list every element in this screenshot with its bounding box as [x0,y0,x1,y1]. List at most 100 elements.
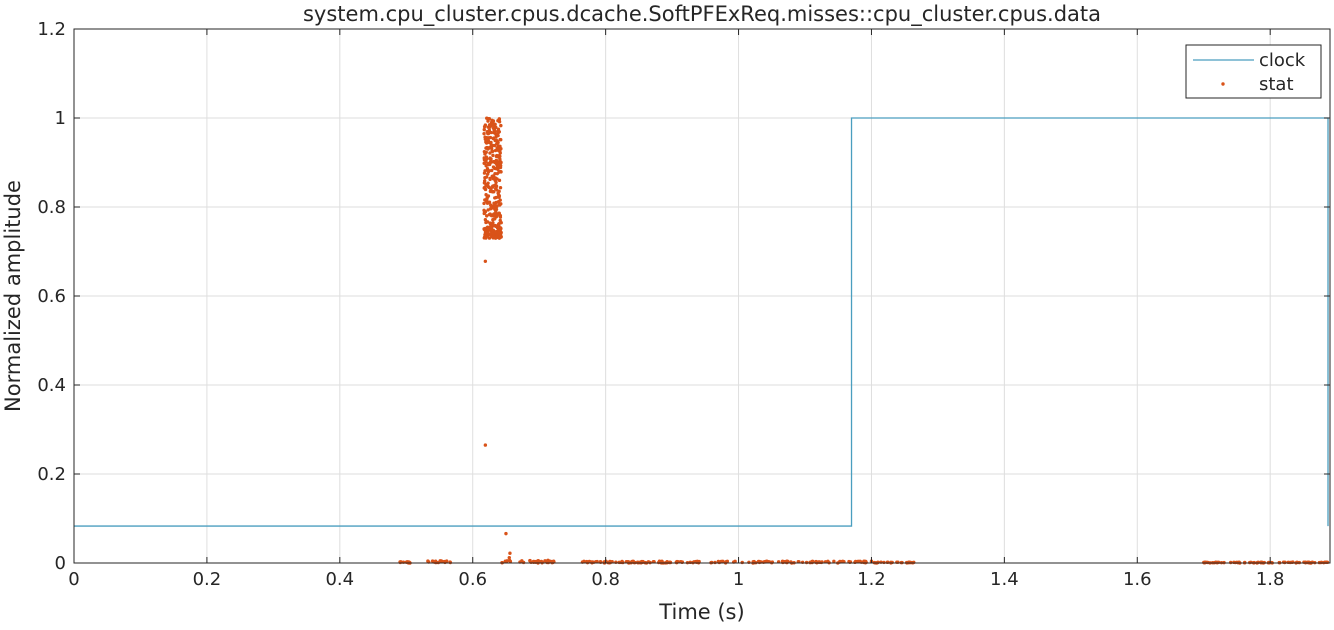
stat-point [505,559,509,563]
stat-point [1286,560,1291,565]
stat-point [485,220,490,224]
stat-point [497,148,501,152]
stat-point [487,169,491,173]
stat-point [492,136,496,140]
y-tick-label: 0.8 [37,197,66,218]
stat-point [785,559,790,564]
stat-point [885,560,890,565]
stat-point [482,201,486,206]
stat-point [482,227,486,231]
stat-point [495,165,500,169]
stat-point [485,116,489,120]
stat-point [660,559,664,564]
stat-point [497,195,501,199]
y-axis-label: Normalized amplitude [1,180,25,412]
stat-point [494,180,498,185]
stat-point [520,559,524,563]
stat-point [488,156,492,161]
stat-point [840,559,844,564]
stat-point [485,231,490,235]
stat-point [498,186,503,190]
stat-point [494,224,498,229]
stat-point [488,177,492,182]
stat-point [630,559,634,564]
stat-point [483,156,487,161]
stat-point [492,212,496,216]
stat-point [489,140,493,145]
stat-point [491,184,496,188]
stat-point [489,143,494,147]
stat-point [1256,560,1260,565]
stat-point [716,559,721,564]
stat-point [497,230,501,234]
stat-point [486,147,490,151]
stat-point [507,558,512,563]
stat-point [826,559,830,564]
stat-point [494,154,499,159]
stat-point [406,560,410,565]
stat-point [497,170,501,174]
stat-point [482,161,487,165]
stat-point [482,127,486,132]
stat-point [1232,560,1236,565]
stat-point [497,178,502,183]
stat-point [483,185,487,190]
stat-point [766,559,770,564]
stat-point [507,555,511,560]
y-tick-label: 1.2 [37,19,66,40]
stat-point [491,206,495,210]
stat-point [847,559,851,564]
legend: clock stat [1185,44,1322,99]
stat-point [482,211,487,215]
stat-point [498,157,502,161]
x-tick-label: 0.6 [458,569,487,590]
stat-point [494,195,498,200]
stat-point [757,560,762,565]
stat-point [489,130,493,135]
x-tick-label: 1.4 [990,569,1019,590]
stat-point [486,194,491,198]
x-axis-label: Time (s) [658,600,744,624]
stat-point [585,559,589,564]
stat-point [811,559,815,564]
stat-point [488,160,493,165]
stat-point [482,125,487,129]
x-tick-label: 0 [68,569,79,590]
stat-point [497,223,501,227]
x-tick-label: 0.8 [591,569,620,590]
stat-point [781,559,785,564]
axis-ticks: 0 0.2 0.4 0.6 0.8 1 1.2 1.4 1.6 1.8 0 0.2 0.4 0.6 0.8 1… [37,19,1330,590]
stat-point [486,119,490,123]
y-tick-label: 1 [55,108,66,129]
stat-point [496,144,500,148]
x-tick-label: 1.2 [857,569,886,590]
stat-point [488,151,492,155]
stat-point [494,138,498,142]
stat-point [492,143,497,148]
stat-point [493,129,497,133]
legend-stat-label: stat [1259,74,1294,95]
stat-point [486,163,490,167]
series-clock-line [74,117,1329,527]
stat-point [856,559,861,564]
x-tick-label: 1 [733,569,744,590]
stat-point [709,560,714,565]
stat-point [491,126,496,130]
x-tick-label: 0.2 [193,569,222,590]
stat-point [491,119,496,123]
stat-point [498,233,503,237]
stat-point [494,184,498,188]
stat-point [498,137,502,142]
stat-point [487,185,492,190]
stat-point [493,176,498,180]
stat-point [488,232,492,237]
stat-point [484,140,488,144]
x-tick-label: 0.4 [325,569,354,590]
stat-point [832,559,836,564]
stat-point [595,559,599,564]
stat-point [489,168,494,173]
stat-point [491,153,495,158]
stat-point [488,225,493,229]
